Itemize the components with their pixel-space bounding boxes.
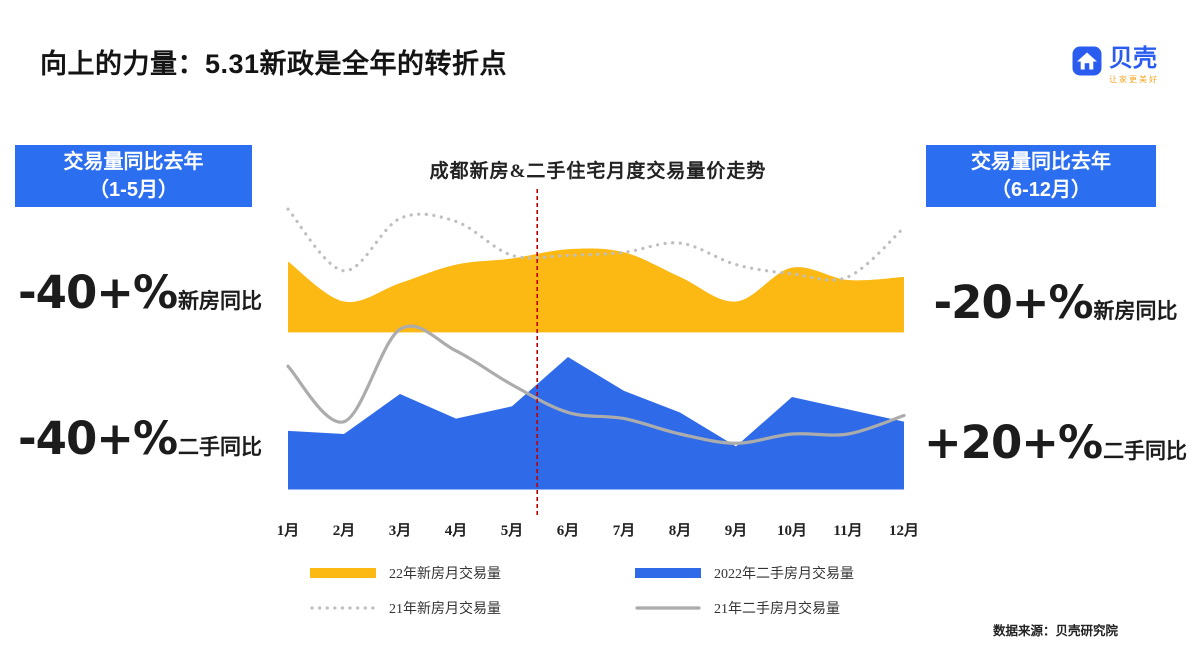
stat-value: -20+%	[933, 276, 1093, 329]
series-area-2	[288, 357, 904, 490]
x-tick-6: 6月	[556, 523, 580, 539]
badge-left-line2: （1-5月）	[89, 179, 178, 201]
stat-label: 二手同比	[1103, 440, 1188, 463]
stat-newhome-yoy-h1: -40+% 新房同比	[10, 266, 270, 319]
logo-brand-name: 贝壳	[1109, 45, 1157, 72]
x-tick-8: 8月	[668, 523, 692, 539]
logo-tagline: 让家更美好	[1109, 75, 1159, 85]
badge-period-jun-dec: 交易量同比去年 （6-12月）	[926, 145, 1156, 207]
chart-plot-area	[286, 189, 906, 517]
series-line-3	[286, 324, 906, 445]
chart-title: 成都新房&二手住宅月度交易量价走势	[429, 161, 767, 182]
legend-label: 22年新房月交易量	[389, 567, 501, 582]
beike-house-logo-icon	[1072, 46, 1102, 76]
legend-label: 21年二手房月交易量	[714, 602, 840, 617]
legend-item-2: 2022年二手房月交易量	[635, 563, 908, 583]
stat-resale-yoy-h2: +20+% 二手同比	[924, 416, 1187, 469]
x-axis: 1月 2月 3月 4月 5月 6月 7月 8月 9月 10月 11月 12月	[277, 519, 919, 541]
legend-swatch-area	[635, 568, 701, 578]
x-tick-5: 5月	[500, 523, 524, 539]
brand-logo: 贝壳 让家更美好	[1072, 46, 1159, 85]
x-tick-1: 1月	[276, 523, 300, 539]
badge-left-line1: 交易量同比去年	[63, 151, 204, 173]
stat-resale-yoy-h1: -40+% 二手同比	[10, 412, 270, 465]
badge-right-line1: 交易量同比去年	[971, 151, 1111, 173]
stat-label: 新房同比	[178, 290, 263, 313]
page-title: 向上的力量：5.31新政是全年的转折点	[40, 49, 508, 79]
legend-item-0: 22年新房月交易量	[310, 563, 635, 583]
chart-panel: 成都新房&二手住宅月度交易量价走势 1月 2月 3月 4月 5月 6月 7月 8月 9月 10月 1…	[277, 156, 919, 618]
x-tick-12: 12月	[888, 523, 920, 539]
badge-right-line2: （6-12月）	[990, 179, 1092, 201]
legend-swatch-line-dotted	[310, 606, 376, 610]
x-tick-10: 10月	[776, 523, 808, 539]
series-area-0	[288, 248, 904, 333]
stat-value: -40+%	[17, 412, 178, 465]
stat-newhome-yoy-h2: -20+% 新房同比	[928, 276, 1183, 329]
x-tick-4: 4月	[444, 523, 468, 539]
legend-label: 21年新房月交易量	[389, 602, 501, 617]
legend-item-3: 21年二手房月交易量	[635, 598, 908, 618]
legend-label: 2022年二手房月交易量	[714, 567, 854, 582]
x-tick-2: 2月	[332, 523, 356, 539]
series-line-1	[286, 207, 906, 282]
legend-swatch-line-solid	[635, 606, 701, 610]
legend-item-1: 21年新房月交易量	[310, 598, 635, 618]
x-tick-3: 3月	[388, 523, 412, 539]
x-tick-9: 9月	[724, 523, 748, 539]
x-tick-7: 7月	[612, 523, 636, 539]
chart-svg	[286, 189, 906, 517]
stat-label: 新房同比	[1093, 300, 1178, 323]
badge-period-jan-may: 交易量同比去年 （1-5月）	[15, 145, 252, 207]
legend-swatch-area	[310, 568, 376, 578]
x-tick-11: 11月	[833, 523, 863, 539]
stat-value: -40+%	[17, 266, 178, 319]
stat-label: 二手同比	[178, 436, 263, 459]
data-source-note: 数据来源：贝壳研究院	[993, 624, 1119, 638]
stat-value: +20+%	[923, 416, 1103, 469]
logo-text: 贝壳 让家更美好	[1109, 46, 1159, 85]
chart-legend: 22年新房月交易量 2022年二手房月交易量 21年新房月交易量 21年二手房月交易量	[288, 563, 908, 618]
